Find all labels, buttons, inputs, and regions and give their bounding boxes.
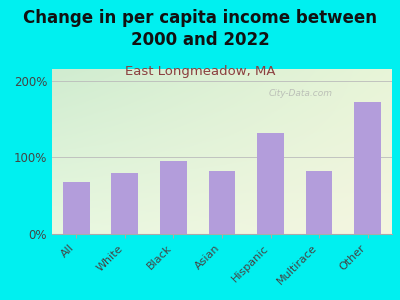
Bar bbox=[160, 161, 187, 234]
Text: City-Data.com: City-Data.com bbox=[268, 89, 332, 98]
Bar bbox=[354, 102, 381, 234]
Bar bbox=[257, 133, 284, 234]
Text: East Longmeadow, MA: East Longmeadow, MA bbox=[125, 64, 275, 77]
Bar bbox=[112, 172, 138, 234]
Bar bbox=[306, 171, 332, 234]
Bar bbox=[209, 171, 235, 234]
Text: Change in per capita income between
2000 and 2022: Change in per capita income between 2000… bbox=[23, 9, 377, 49]
Bar bbox=[63, 182, 90, 234]
